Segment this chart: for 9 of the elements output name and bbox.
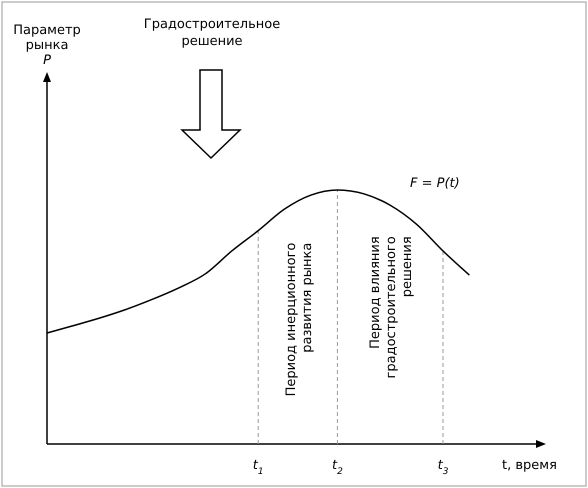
- text: Градостроительное решение: [144, 17, 280, 49]
- annotation: Период инерционного развития рынка: [284, 242, 315, 396]
- x-axis-title: t, время: [502, 458, 557, 473]
- x-tick-label: t$_{1}$: [252, 458, 264, 477]
- text: Параметр рынка P: [13, 23, 81, 68]
- annotation: F = P(t): [410, 176, 460, 191]
- x-tick-label: t$_{2}$: [332, 458, 344, 477]
- x-tick-label: t$_{3}$: [438, 458, 449, 477]
- annotation: Период влияния градостроительного решения: [368, 236, 416, 378]
